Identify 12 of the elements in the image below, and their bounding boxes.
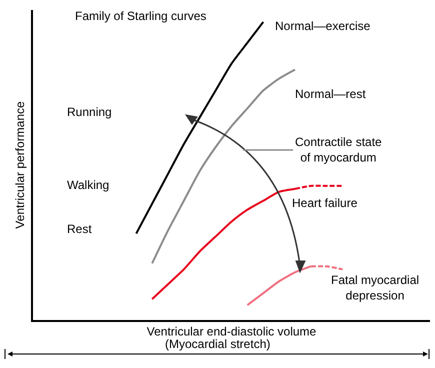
series-label: Heart failure (292, 196, 358, 210)
series-label: Fatal myocardial depression (331, 273, 420, 303)
annotation: Contractile state of myocardum (295, 135, 382, 165)
y-axis-title: Ventricular performance (12, 100, 27, 229)
annotation: Rest (67, 222, 92, 236)
annotation: Running (67, 105, 112, 119)
series-label: Normal—exercise (275, 19, 371, 33)
series-label: Normal—rest (295, 87, 366, 101)
text: (Myocardial stretch) (165, 337, 270, 351)
annotation: Walking (67, 178, 110, 192)
chart-title: Family of Starling curves (75, 9, 206, 24)
x-axis-title: Ventricular end-diastolic volume (146, 324, 317, 338)
